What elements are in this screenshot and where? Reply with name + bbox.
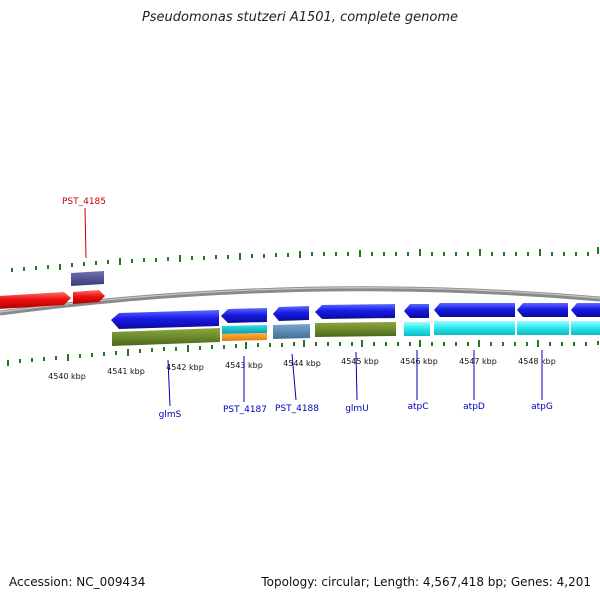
kbp-label: 4542 kbp <box>166 363 204 372</box>
kbp-labels: 4540 kbp 4541 kbp 4542 kbp 4543 kbp 4544… <box>48 357 556 381</box>
kbp-label: 4547 kbp <box>459 357 497 366</box>
gene-feature-glmU-cds <box>315 322 396 337</box>
gene-feature-purple[interactable] <box>71 271 104 286</box>
kbp-label: 4546 kbp <box>400 357 438 366</box>
gene-feature-atpG[interactable] <box>517 303 568 317</box>
kbp-label: 4544 kbp <box>283 359 321 368</box>
gene-feature-red-1[interactable] <box>0 292 71 309</box>
gene-feature-pst4188[interactable] <box>273 306 309 321</box>
gene-feature-glmS-cds <box>112 328 220 346</box>
kbp-label: 4541 kbp <box>107 367 145 376</box>
kbp-label: 4545 kbp <box>341 357 379 366</box>
gene-feature-atpD[interactable] <box>434 303 515 317</box>
gene-feature-atpA-cds <box>571 321 600 335</box>
gene-label-atpD[interactable]: atpD <box>463 402 485 412</box>
gene-label-atpC[interactable]: atpC <box>407 402 428 412</box>
gene-feature-glmU[interactable] <box>315 304 395 319</box>
gene-label-pst4185[interactable]: PST_4185 <box>62 197 106 207</box>
gene-feature-pst4185[interactable] <box>73 290 105 304</box>
outer-ticks <box>11 247 599 272</box>
gene-label-glmU[interactable]: glmU <box>345 404 369 414</box>
gene-feature-pst4187-cds <box>222 325 267 334</box>
gene-feature-atpC-cds <box>404 322 430 336</box>
gene-label-pst4188[interactable]: PST_4188 <box>275 404 319 414</box>
inner-ticks <box>7 340 599 366</box>
gene-feature-pst4187-orange <box>222 333 267 341</box>
genome-stats-text: Topology: circular; Length: 4,567,418 bp… <box>261 575 591 589</box>
gene-feature-pst4188-cds <box>273 324 310 339</box>
gene-feature-atpA[interactable] <box>571 303 600 317</box>
gene-feature-pst4187[interactable] <box>221 308 267 323</box>
kbp-label: 4540 kbp <box>48 372 86 381</box>
gene-label-glmS[interactable]: glmS <box>159 410 182 420</box>
gene-feature-glmS[interactable] <box>111 310 219 329</box>
kbp-label: 4548 kbp <box>518 357 556 366</box>
gene-label-pst4187[interactable]: PST_4187 <box>223 405 267 415</box>
gene-feature-atpC[interactable] <box>404 304 429 318</box>
accession-text: Accession: NC_009434 <box>9 575 146 589</box>
gene-label-atpG[interactable]: atpG <box>531 402 553 412</box>
gene-feature-atpD-cds <box>434 321 515 335</box>
label-leaders <box>84 207 543 407</box>
gene-labels: PST_4185 glmS PST_4187 PST_4188 glmU atp… <box>62 197 553 420</box>
gene-feature-atpG-cds <box>517 321 569 335</box>
genome-title: Pseudomonas stutzeri A1501, complete gen… <box>141 10 459 25</box>
